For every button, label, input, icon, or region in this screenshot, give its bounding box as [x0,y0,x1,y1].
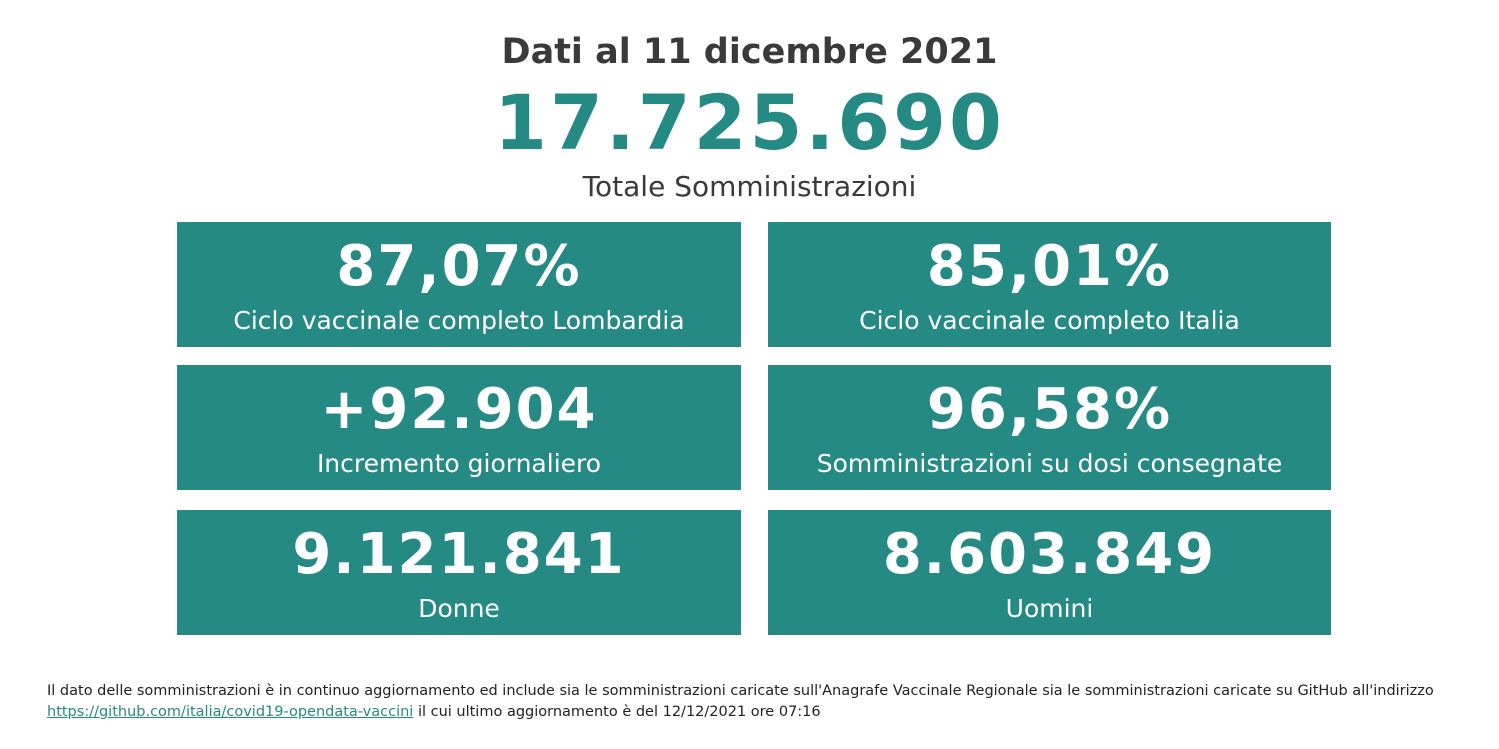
stat-card-administered-vs-delivered: 96,58% Somministrazioni su dosi consegna… [768,365,1331,490]
stat-label: Ciclo vaccinale completo Italia [859,306,1240,335]
total-administrations-label: Totale Somministrazioni [582,170,917,203]
stat-value: +92.904 [320,377,598,442]
stat-label: Donne [418,594,500,623]
stat-card-lombardia-full-cycle: 87,07% Ciclo vaccinale completo Lombardi… [177,222,741,347]
stat-value: 96,58% [926,377,1173,442]
report-date-heading: Dati al 11 dicembre 2021 [501,32,998,72]
stat-value: 85,01% [926,234,1173,299]
stat-label: Somministrazioni su dosi consegnate [816,449,1283,478]
stat-card-italia-full-cycle: 85,01% Ciclo vaccinale completo Italia [768,222,1331,347]
github-repository-link[interactable]: https://github.com/italia/covid19-openda… [47,704,414,720]
stat-card-women: 9.121.841 Donne [177,510,741,635]
stat-label: Ciclo vaccinale completo Lombardia [233,306,685,335]
stat-label: Uomini [1005,594,1094,623]
footnote-text-before: Il dato delle somministrazioni è in cont… [47,683,1434,699]
data-source-footnote: Il dato delle somministrazioni è in cont… [47,681,1477,723]
stat-value: 87,07% [336,234,582,299]
stat-card-daily-increase: +92.904 Incremento giornaliero [177,365,741,490]
total-administrations-value: 17.725.690 [494,78,1005,167]
stat-value: 9.121.841 [292,522,626,587]
stat-card-men: 8.603.849 Uomini [768,510,1331,635]
stat-value: 8.603.849 [882,522,1217,587]
stat-label: Incremento giornaliero [316,449,602,478]
footnote-text-after: il cui ultimo aggiornamento è del 12/12/… [417,704,821,720]
